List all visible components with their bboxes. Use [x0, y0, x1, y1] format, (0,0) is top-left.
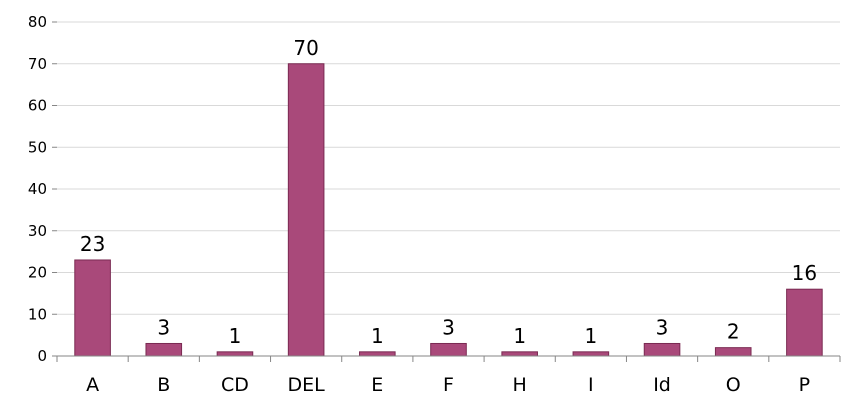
bar-F: [430, 342, 467, 357]
gridlines: [57, 21, 840, 315]
y-tick-label: 0: [37, 347, 47, 365]
y-axis-ticks: 0 10 20 30 40 50 60 70 80: [28, 13, 57, 365]
bar-A: [74, 259, 111, 357]
x-category-label-Id: Id: [653, 374, 671, 396]
data-label-CD: 1: [229, 324, 242, 348]
data-label-F: 3: [442, 315, 455, 339]
x-category-label-CD: CD: [221, 374, 249, 396]
bar-E: [359, 351, 396, 357]
data-label-DEL: 70: [293, 36, 318, 60]
bar-P: [786, 288, 823, 357]
bar-I: [572, 351, 610, 357]
y-tick-label: 70: [28, 55, 47, 73]
data-label-E: 1: [371, 324, 384, 348]
y-tick-label: 20: [28, 264, 47, 282]
data-label-P: 16: [792, 261, 817, 285]
x-category-label-E: E: [371, 374, 383, 396]
x-axis-categories: A B CD DEL E F H I Id O P: [56, 356, 841, 396]
data-labels: 23 3 1 70 1 3 1 1 3 2 16: [80, 36, 817, 348]
bar-B: [145, 342, 183, 357]
bar-O: [714, 347, 752, 357]
x-category-label-F: F: [443, 374, 454, 396]
data-label-H: 1: [513, 324, 526, 348]
data-label-A: 23: [80, 232, 105, 256]
x-category-label-P: P: [799, 374, 810, 396]
data-label-O: 2: [727, 320, 740, 344]
bar-Id: [643, 342, 681, 357]
x-category-label-A: A: [86, 374, 99, 396]
y-tick-label: 50: [28, 138, 47, 156]
x-category-label-B: B: [157, 374, 170, 396]
data-label-B: 3: [157, 315, 170, 339]
y-tick-label: 10: [28, 305, 47, 323]
bar-H: [501, 351, 538, 357]
y-tick-label: 60: [28, 97, 47, 115]
x-category-label-DEL: DEL: [288, 374, 326, 396]
bar-CD: [216, 351, 254, 357]
x-category-label-I: I: [588, 374, 594, 396]
bars: [74, 63, 823, 357]
y-tick-label: 40: [28, 180, 47, 198]
y-tick-label: 80: [28, 13, 47, 31]
bar-DEL: [287, 63, 325, 357]
data-label-Id: 3: [656, 315, 669, 339]
x-category-label-O: O: [726, 374, 741, 396]
x-category-label-H: H: [513, 374, 527, 396]
data-label-I: 1: [584, 324, 597, 348]
y-tick-label: 30: [28, 222, 47, 240]
